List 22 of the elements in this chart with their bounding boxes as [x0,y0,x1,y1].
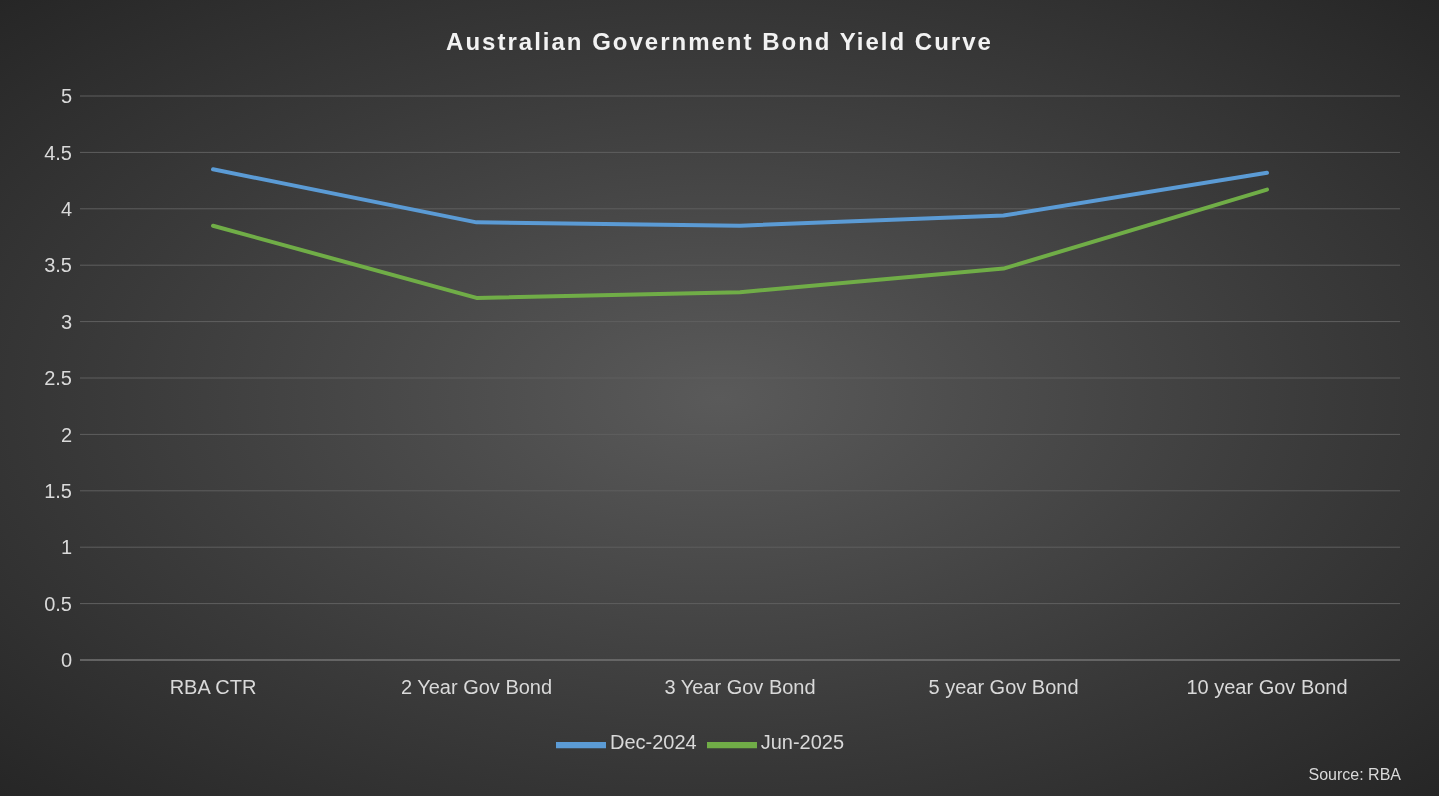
y-tick-label: 2 [60,423,72,446]
y-tick-label: 0 [60,649,72,672]
y-tick-label: 5 [60,85,72,108]
y-tick-label: 2.5 [44,367,72,390]
line-series [211,187,1269,300]
y-tick-label: 0.5 [44,592,72,615]
source-note: Source: RBA [1308,766,1401,784]
x-tick-label: 5 year Gov Bond [928,676,1079,699]
x-tick-label: RBA CTR [169,676,257,699]
x-tick-label: 10 year Gov Bond [1186,676,1348,699]
y-tick-label: 4.5 [44,141,72,164]
y-tick-label: 1.5 [44,479,72,502]
legend-label: Dec-2024 [609,731,697,754]
y-tick-label: 3.5 [44,254,72,277]
chart-title: Australian Government Bond Yield Curve [445,28,994,56]
y-tick-label: 4 [60,197,72,220]
x-tick-label: 2 Year Gov Bond [400,676,553,699]
y-tick-label: 1 [60,536,72,559]
x-tick-label: 3 Year Gov Bond [664,676,816,699]
y-tick-label: 3 [60,310,72,333]
line-series [211,167,1269,228]
legend-label: Jun-2025 [760,731,845,754]
